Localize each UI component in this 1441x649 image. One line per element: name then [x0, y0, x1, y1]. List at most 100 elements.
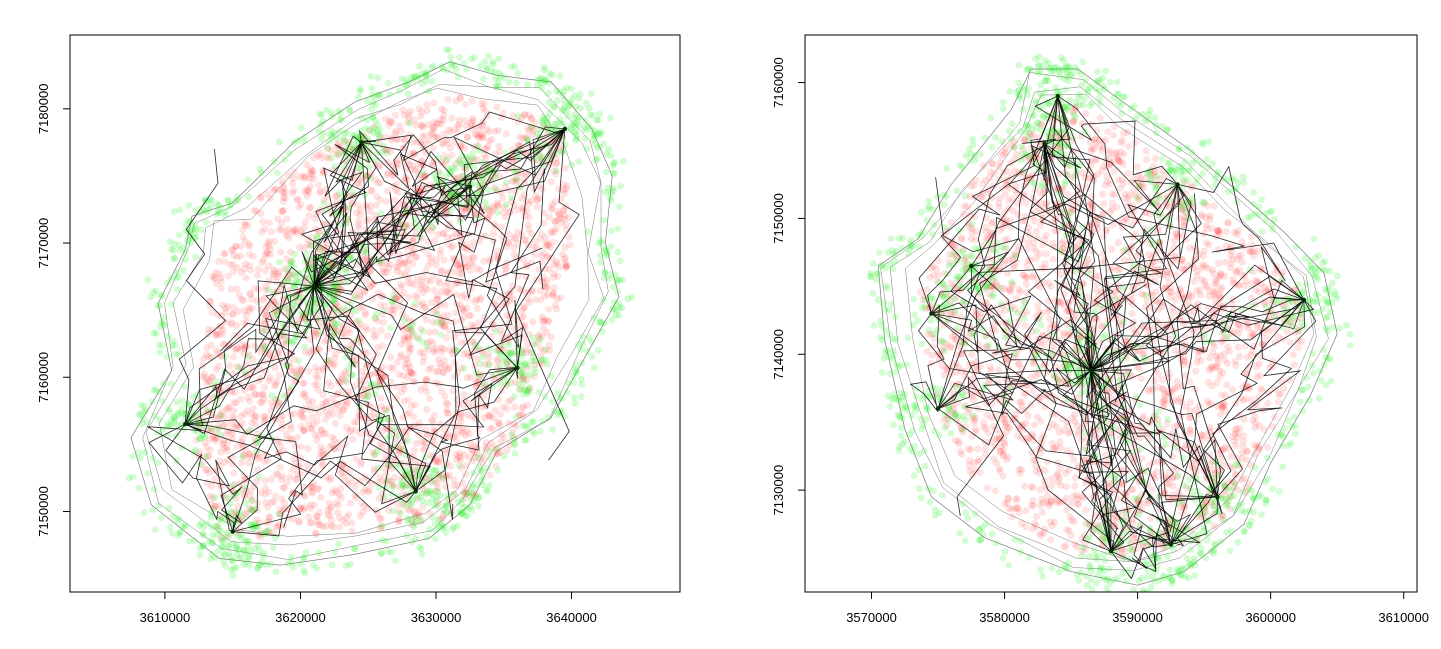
green-point [579, 340, 586, 347]
green-point [375, 465, 382, 472]
green-point [470, 470, 477, 477]
red-point [346, 329, 353, 336]
red-point [219, 302, 226, 309]
red-point [490, 237, 497, 244]
red-point [464, 134, 471, 141]
red-point [478, 101, 485, 108]
green-point [155, 502, 162, 509]
red-point [321, 338, 328, 345]
red-point [262, 477, 269, 484]
green-point [166, 505, 173, 512]
red-point [457, 414, 464, 421]
green-point [570, 373, 577, 380]
red-point [278, 495, 285, 502]
red-point [525, 296, 532, 303]
red-point [437, 420, 444, 427]
green-point [486, 482, 493, 489]
green-point [284, 362, 291, 369]
green-point [149, 455, 156, 462]
plot-area [126, 46, 635, 578]
red-point [306, 204, 313, 211]
green-point [174, 286, 181, 293]
green-point [164, 280, 171, 287]
green-point [594, 116, 601, 123]
red-point [357, 212, 364, 219]
green-point [560, 92, 567, 99]
red-point [307, 351, 314, 358]
green-point [357, 88, 364, 95]
green-point [456, 462, 463, 469]
green-point [182, 249, 189, 256]
green-point [597, 259, 604, 266]
green-point [347, 561, 354, 568]
red-point [278, 220, 285, 227]
red-point [239, 420, 246, 427]
green-point [384, 477, 391, 484]
red-point [353, 456, 360, 463]
green-point [291, 139, 298, 146]
green-point [556, 116, 563, 123]
red-point [314, 486, 321, 493]
green-point [212, 554, 219, 561]
green-point [537, 428, 544, 435]
green-point [155, 459, 162, 466]
red-point [349, 436, 356, 443]
green-point [369, 85, 376, 92]
green-point [607, 271, 614, 278]
red-point [565, 234, 572, 241]
green-point [332, 549, 339, 556]
red-point [532, 296, 539, 303]
green-point [155, 302, 162, 309]
red-point [425, 262, 432, 269]
red-point [362, 324, 369, 331]
green-point [442, 529, 449, 536]
green-point [573, 135, 580, 142]
red-point [554, 295, 561, 302]
red-point [307, 183, 314, 190]
red-point [442, 483, 449, 490]
green-point [276, 139, 283, 146]
green-point [342, 377, 349, 384]
green-point [173, 275, 180, 282]
green-point [588, 353, 595, 360]
green-point [493, 328, 500, 335]
green-point [403, 532, 410, 539]
red-point [447, 129, 454, 136]
green-point [310, 562, 317, 569]
green-point [289, 258, 296, 265]
green-point [285, 560, 292, 567]
red-point [343, 520, 350, 527]
green-point [324, 145, 331, 152]
green-point [461, 365, 468, 372]
red-point [432, 368, 439, 375]
red-point [552, 302, 559, 309]
green-point [166, 238, 173, 245]
red-point [237, 396, 244, 403]
red-point [230, 353, 237, 360]
red-point [492, 407, 499, 414]
green-point [217, 412, 224, 419]
green-point [405, 91, 412, 98]
green-point [476, 463, 483, 470]
red-point [294, 434, 301, 441]
red-point [297, 470, 304, 477]
green-point [617, 183, 624, 190]
green-point [579, 360, 586, 367]
green-point [159, 342, 166, 349]
green-point [399, 75, 406, 82]
green-point [260, 553, 267, 560]
green-point [475, 454, 482, 461]
green-point [439, 63, 446, 70]
green-point [274, 169, 281, 176]
red-point [401, 385, 408, 392]
green-point [488, 456, 495, 463]
red-point [261, 294, 268, 301]
red-point [411, 447, 418, 454]
red-point [1022, 322, 1029, 329]
green-point [329, 562, 336, 569]
red-point [510, 296, 517, 303]
red-point [483, 233, 490, 240]
red-point [216, 270, 223, 277]
